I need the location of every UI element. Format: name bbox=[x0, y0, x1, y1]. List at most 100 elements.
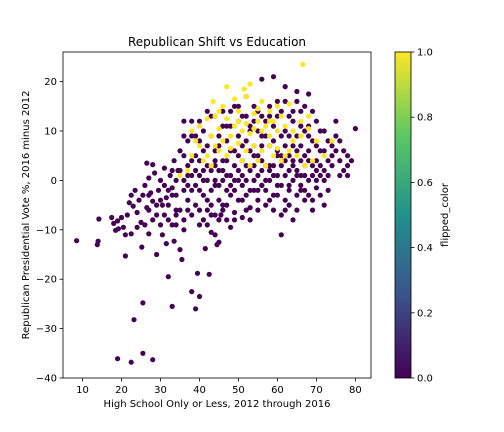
scatter-point bbox=[171, 238, 177, 244]
scatter-point bbox=[302, 187, 308, 193]
scatter-point bbox=[294, 133, 300, 139]
scatter-point bbox=[329, 143, 335, 149]
scatter-point bbox=[224, 172, 230, 179]
scatter-point bbox=[196, 123, 203, 129]
chart-title: Republican Shift vs Education bbox=[128, 35, 306, 49]
scatter-point bbox=[231, 103, 238, 109]
scatter-point bbox=[309, 163, 316, 169]
scatter-point bbox=[224, 153, 230, 159]
scatter-point bbox=[247, 163, 253, 169]
scatter-point bbox=[259, 182, 265, 188]
y-tick-label: −20 bbox=[36, 275, 57, 286]
scatter-point bbox=[216, 133, 222, 139]
scatter-point bbox=[224, 123, 230, 129]
scatter-point bbox=[128, 231, 134, 237]
scatter-point bbox=[74, 238, 80, 244]
scatter-point bbox=[220, 207, 226, 213]
colorbar-tick-label: 1.0 bbox=[417, 48, 433, 59]
scatter-point bbox=[239, 172, 245, 179]
scatter-point bbox=[286, 182, 292, 188]
colorbar-ticks: 0.0 0.2 0.4 0.6 0.8 1.0 bbox=[411, 48, 433, 385]
scatter-point bbox=[239, 158, 245, 164]
scatter-point bbox=[239, 128, 245, 134]
scatter-point bbox=[302, 163, 308, 169]
scatter-point bbox=[294, 207, 300, 213]
scatter-point bbox=[290, 143, 296, 149]
scatter-point bbox=[235, 167, 241, 174]
scatter-point bbox=[294, 192, 300, 198]
scatter-point bbox=[325, 138, 331, 144]
scatter-point bbox=[224, 202, 230, 208]
scatter-point bbox=[282, 172, 288, 179]
scatter-point bbox=[208, 187, 214, 193]
scatter-point bbox=[317, 172, 323, 179]
scatter-point bbox=[165, 202, 171, 208]
scatter-point bbox=[235, 118, 241, 124]
scatter-point bbox=[298, 158, 304, 164]
scatter-point bbox=[251, 111, 257, 117]
scatter-point bbox=[267, 177, 273, 183]
scatter-point bbox=[294, 98, 300, 104]
scatter-point bbox=[212, 163, 218, 169]
scatter-point bbox=[259, 148, 265, 154]
scatter-point bbox=[210, 98, 216, 104]
scatter-point bbox=[329, 138, 335, 144]
scatter-point bbox=[282, 153, 288, 159]
scatter-point bbox=[224, 116, 230, 122]
scatter-point bbox=[286, 113, 292, 119]
scatter-point bbox=[251, 177, 257, 183]
scatter-point bbox=[263, 118, 269, 124]
scatter-point bbox=[163, 195, 169, 201]
scatter-point bbox=[263, 177, 269, 183]
scatter-point bbox=[321, 202, 327, 208]
y-tick-label: −40 bbox=[36, 374, 57, 385]
scatter-point bbox=[317, 163, 323, 169]
scatter-point bbox=[243, 113, 249, 119]
scatter-point bbox=[247, 187, 253, 193]
scatter-point bbox=[220, 138, 226, 144]
scatter-point bbox=[194, 270, 201, 276]
scatter-point bbox=[274, 113, 280, 119]
scatter-point bbox=[173, 177, 179, 183]
scatter-point bbox=[128, 359, 134, 365]
scatter-point bbox=[111, 220, 117, 226]
scatter-point bbox=[306, 113, 312, 119]
scatter-point bbox=[352, 126, 358, 132]
scatter-point bbox=[278, 108, 284, 114]
scatter-point bbox=[189, 187, 195, 193]
scatter-point bbox=[157, 177, 164, 183]
scatter-point bbox=[189, 133, 195, 139]
scatter-point bbox=[218, 212, 224, 218]
scatter-point bbox=[306, 133, 312, 139]
scatter-point bbox=[247, 217, 253, 223]
y-tick-label: 20 bbox=[44, 77, 57, 88]
scatter-point bbox=[181, 133, 187, 139]
scatter-point bbox=[278, 163, 284, 169]
scatter-point bbox=[313, 138, 319, 144]
scatter-point bbox=[306, 177, 312, 183]
scatter-point bbox=[128, 192, 134, 198]
scatter-point bbox=[286, 133, 292, 139]
scatter-point bbox=[302, 172, 308, 179]
scatter-point bbox=[255, 158, 261, 164]
scatter-point bbox=[255, 207, 261, 213]
scatter-point bbox=[306, 91, 312, 97]
scatter-point bbox=[204, 163, 210, 169]
scatter-point bbox=[341, 148, 347, 154]
scatter-point bbox=[270, 138, 277, 144]
scatter-point bbox=[290, 138, 296, 144]
scatter-point bbox=[235, 153, 241, 159]
colorbar: 0.0 0.2 0.4 0.6 0.8 1.0 flipped_color bbox=[394, 48, 451, 385]
scatter-point bbox=[259, 133, 265, 139]
scatter-point bbox=[302, 103, 308, 109]
scatter-point bbox=[196, 172, 203, 179]
scatter-point bbox=[204, 108, 210, 114]
scatter-point bbox=[224, 84, 230, 90]
scatter-point bbox=[286, 153, 292, 159]
scatter-point bbox=[181, 153, 187, 159]
scatter-point bbox=[120, 224, 126, 230]
scatter-point bbox=[274, 98, 280, 104]
scatter-point bbox=[208, 229, 214, 235]
scatter-point bbox=[298, 133, 304, 139]
scatter-point bbox=[270, 123, 277, 129]
